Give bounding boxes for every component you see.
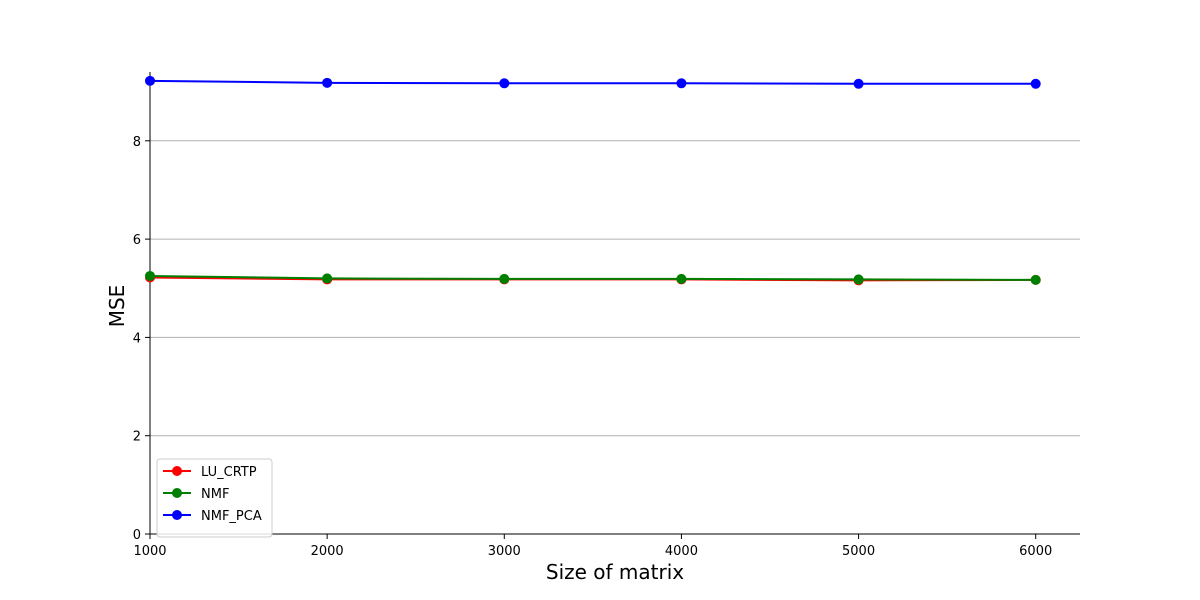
y-axis-title: MSE — [105, 285, 129, 328]
y-tick-label-3: 6 — [133, 233, 141, 248]
y-tick-label-4: 8 — [133, 135, 141, 150]
x-tick-label-1: 2000 — [311, 544, 344, 559]
gridlines — [150, 140, 1080, 437]
data-point-1-2 — [499, 273, 510, 284]
data-point-1-4 — [853, 274, 864, 285]
legend-label-0: LU_CRTP — [201, 465, 257, 480]
legend-swatch-marker-1 — [172, 488, 182, 498]
legend-swatch-marker-2 — [172, 510, 182, 520]
data-point-1-3 — [676, 273, 687, 284]
series-line-2 — [149, 79, 1036, 85]
legend-label-2: NMF_PCA — [201, 509, 262, 524]
y-tick-label-0: 0 — [133, 528, 141, 543]
x-tick-label-3: 4000 — [665, 544, 698, 559]
data-point-2-0 — [145, 75, 155, 86]
x-tick-label-4: 5000 — [842, 544, 875, 559]
y-tick-label-2: 4 — [133, 331, 141, 346]
x-ticks: 1000 2000 3000 4000 5000 6000 — [133, 534, 1052, 559]
axes — [149, 72, 1080, 535]
legend-box — [156, 458, 273, 538]
x-tick-label-2: 3000 — [488, 544, 521, 559]
series-group — [145, 75, 1041, 286]
data-point-1-0 — [145, 270, 155, 281]
legend-label-1: NMF — [201, 487, 229, 502]
series-nmf-pca — [145, 75, 1041, 89]
data-point-2-4 — [853, 78, 864, 89]
data-point-1-1 — [322, 273, 333, 284]
legend: LU_CRTP NMF NMF_PCA — [156, 458, 273, 538]
data-point-2-5 — [1030, 78, 1041, 89]
data-point-1-5 — [1030, 274, 1041, 285]
data-point-2-1 — [322, 77, 333, 88]
legend-swatch-marker-0 — [172, 466, 182, 476]
series-nmf — [145, 270, 1041, 285]
x-axis-title: Size of matrix — [546, 560, 684, 584]
y-tick-label-1: 2 — [133, 430, 141, 445]
series-line-1 — [149, 274, 1036, 281]
x-tick-label-0: 1000 — [133, 544, 166, 559]
data-point-2-2 — [499, 78, 510, 89]
x-tick-label-5: 6000 — [1019, 544, 1052, 559]
y-ticks: 0 2 4 6 8 — [133, 135, 150, 543]
data-point-2-3 — [676, 78, 687, 89]
